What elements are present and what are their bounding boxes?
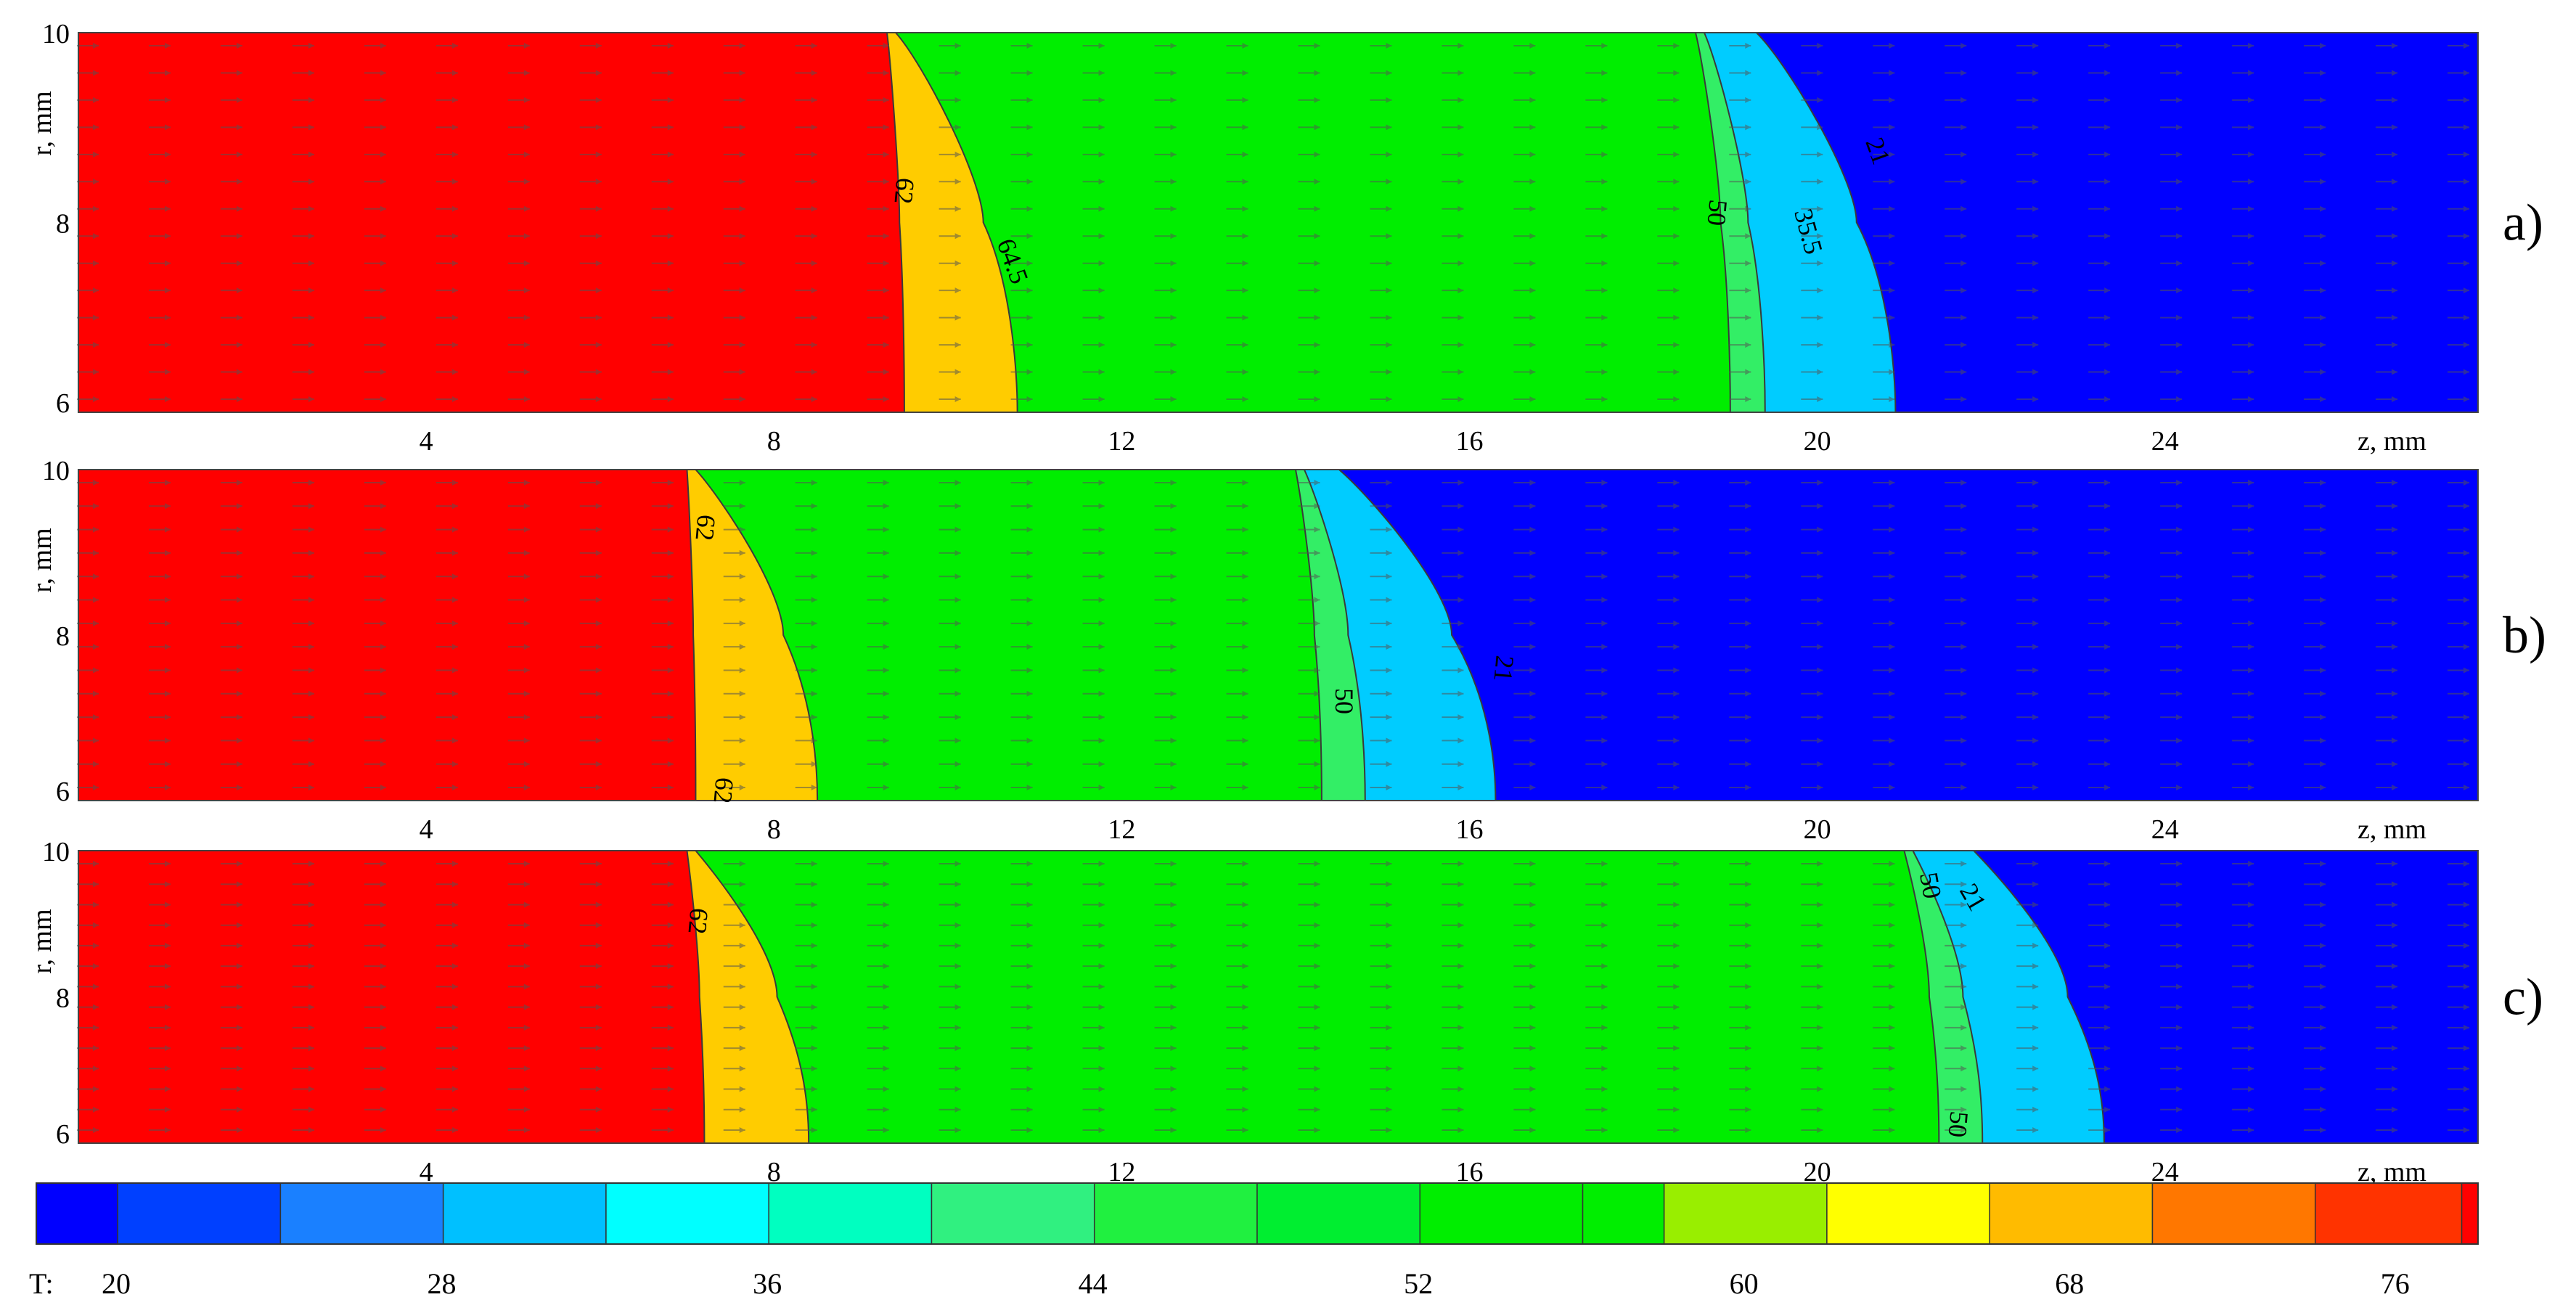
y-axis-label: r, mm bbox=[27, 909, 57, 973]
colorbar-segment bbox=[1582, 1182, 1665, 1245]
colorbar-segment bbox=[931, 1182, 1095, 1245]
x-tick-label: 4 bbox=[420, 1157, 433, 1187]
velocity-arrows bbox=[77, 480, 2469, 790]
panel-label: c) bbox=[2503, 968, 2543, 1026]
plot-frame bbox=[78, 32, 2479, 413]
contour-label: 50 bbox=[1914, 870, 1947, 901]
colorbar-tick-label: 76 bbox=[2381, 1267, 2410, 1300]
colorbar-tick-label: 20 bbox=[102, 1267, 131, 1300]
x-tick-label: 12 bbox=[1108, 426, 1135, 457]
y-axis-label: r, mm bbox=[27, 91, 57, 155]
colorbar-segment bbox=[2151, 1182, 2316, 1245]
y-axis-label: r, mm bbox=[27, 528, 57, 592]
colorbar-segment bbox=[1663, 1182, 1828, 1245]
x-tick-label: 20 bbox=[1804, 426, 1831, 457]
y-tick-label: 10 bbox=[42, 19, 70, 49]
plot-frame bbox=[78, 850, 2479, 1144]
contour-label: 62 bbox=[708, 776, 739, 804]
colorbar-segment bbox=[605, 1182, 769, 1245]
panel-label: b) bbox=[2503, 606, 2546, 664]
colorbar-tick-label: 68 bbox=[2055, 1267, 2084, 1300]
colorbar-tick-label: 36 bbox=[753, 1267, 782, 1300]
region-68-80 bbox=[78, 850, 706, 1144]
colorbar-tick-label: 44 bbox=[1079, 1267, 1108, 1300]
colorbar-segment bbox=[1419, 1182, 1584, 1245]
velocity-arrows bbox=[77, 43, 2469, 402]
x-tick-label: 8 bbox=[767, 1157, 781, 1187]
colorbar-segment bbox=[279, 1182, 444, 1245]
panel-label: a) bbox=[2503, 194, 2543, 252]
colorbar-segment bbox=[117, 1182, 282, 1245]
panel-1: 4 8 12 16 20 24 z, mm 6 8 10 r, mm 62 50 21 62 b) bbox=[27, 456, 2546, 845]
colorbar-segment bbox=[1093, 1182, 1258, 1245]
colorbar-tick-label: 60 bbox=[1730, 1267, 1759, 1300]
colorbar-segment bbox=[1256, 1182, 1421, 1245]
y-tick-label: 10 bbox=[42, 837, 70, 867]
x-tick-label: 4 bbox=[420, 814, 433, 845]
region-68-80 bbox=[78, 32, 905, 413]
colorbar-segment bbox=[1826, 1182, 1990, 1245]
colorbar: T: 20 28 36 44 52 60 68 76 bbox=[29, 1182, 2479, 1300]
y-tick-label: 8 bbox=[56, 621, 70, 652]
x-tick-label: 20 bbox=[1804, 814, 1831, 845]
velocity-arrows bbox=[77, 861, 2469, 1133]
x-tick-label: 16 bbox=[1456, 814, 1484, 845]
colorbar-segment bbox=[768, 1182, 933, 1245]
x-tick-label: 24 bbox=[2151, 426, 2179, 457]
y-tick-label: 8 bbox=[56, 983, 70, 1014]
colorbar-segment bbox=[36, 1182, 118, 1245]
contour-label: 62 bbox=[690, 513, 721, 541]
x-tick-label: 16 bbox=[1456, 426, 1484, 457]
y-tick-label: 6 bbox=[56, 777, 70, 807]
colorbar-frame bbox=[36, 1182, 2479, 1245]
x-tick-label: 24 bbox=[2151, 814, 2179, 845]
x-tick-label: 8 bbox=[767, 426, 781, 457]
contour-label: 50 bbox=[1701, 198, 1733, 226]
colorbar-tick-label: 52 bbox=[1404, 1267, 1433, 1300]
contour-label: 62 bbox=[682, 907, 713, 935]
colorbar-segment bbox=[1989, 1182, 2154, 1245]
colorbar-segment bbox=[2461, 1182, 2479, 1245]
contour-label: 62 bbox=[888, 176, 920, 205]
colorbar-segment bbox=[2314, 1182, 2463, 1245]
colorbar-segment bbox=[442, 1182, 607, 1245]
plot-frame bbox=[78, 469, 2479, 801]
x-tick-label: 4 bbox=[420, 426, 433, 457]
x-axis-label: z, mm bbox=[2358, 814, 2426, 845]
contour-label: 21 bbox=[1488, 654, 1519, 682]
y-tick-label: 6 bbox=[56, 388, 70, 419]
y-tick-label: 6 bbox=[56, 1119, 70, 1150]
colorbar-label: T: bbox=[29, 1267, 54, 1300]
colorbar-tick-label: 28 bbox=[428, 1267, 457, 1300]
x-axis-label: z, mm bbox=[2358, 426, 2426, 457]
y-tick-label: 10 bbox=[42, 456, 70, 486]
y-tick-label: 8 bbox=[56, 209, 70, 240]
x-tick-label: 8 bbox=[767, 814, 781, 845]
region-68-80 bbox=[78, 469, 697, 801]
contour-label: 50 bbox=[1942, 1110, 1974, 1138]
contour-label: 50 bbox=[1330, 688, 1359, 714]
x-tick-label: 12 bbox=[1108, 814, 1135, 845]
